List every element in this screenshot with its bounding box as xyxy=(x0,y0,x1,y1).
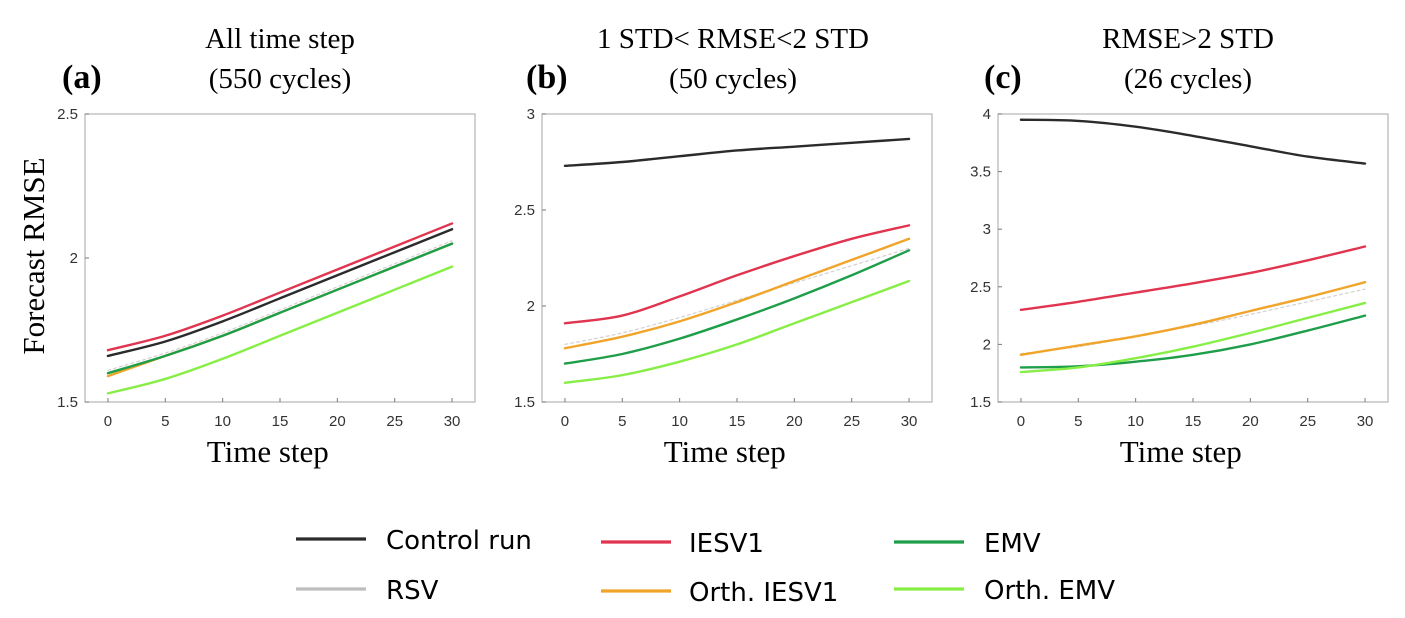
y-tick-label: 2 xyxy=(983,336,991,353)
series-line-control xyxy=(1019,118,1367,165)
y-tick-label: 3 xyxy=(983,221,991,238)
legend: Control run RSV IESV1 Orth. IESV1 EMV Or… xyxy=(296,526,1115,608)
x-axis-label: Time step xyxy=(664,434,786,469)
panel-b: 1 STD< RMSE<2 STD (50 cycles) (b) 0 5 10 15 20 2… xyxy=(514,23,933,469)
x-tick-label: 30 xyxy=(901,413,918,430)
series-line-orth-iesv1 xyxy=(1019,280,1367,356)
x-tick-label: 0 xyxy=(104,413,112,430)
y-tick-label: 1.5 xyxy=(970,394,991,411)
x-tick-label: 15 xyxy=(729,413,746,430)
legend-label-iesv1: IESV1 xyxy=(689,529,764,559)
x-tick-label: 20 xyxy=(1242,413,1259,430)
x-tick-label: 20 xyxy=(786,413,803,430)
x-tick-label: 30 xyxy=(1357,413,1374,430)
plot-frame xyxy=(997,113,1389,403)
plot-frame xyxy=(84,113,476,403)
y-tick-label: 4 xyxy=(983,106,991,123)
x-tick-label: 0 xyxy=(1017,413,1025,430)
x-tick-label: 10 xyxy=(214,413,231,430)
series-line-iesv1 xyxy=(563,224,911,325)
y-tick-label: 3 xyxy=(527,106,535,123)
y-tick-label: 1.5 xyxy=(57,394,78,411)
panel-title-line1: RMSE>2 STD xyxy=(1102,23,1274,55)
x-tick-label: 25 xyxy=(843,413,860,430)
series-line-iesv1 xyxy=(106,222,454,352)
x-tick-label: 10 xyxy=(1127,413,1144,430)
series-line-orth-emv xyxy=(106,265,454,395)
x-tick-label: 5 xyxy=(1074,413,1082,430)
x-tick-label: 0 xyxy=(561,413,569,430)
x-tick-label: 5 xyxy=(618,413,626,430)
series-line-orth-emv xyxy=(563,279,911,384)
x-tick-label: 25 xyxy=(386,413,403,430)
panel-letter: (a) xyxy=(62,59,102,96)
panel-letter: (b) xyxy=(526,59,568,96)
y-tick-label: 2.5 xyxy=(970,279,991,296)
panel-title-line2: (26 cycles) xyxy=(1124,63,1252,95)
series-line-rsv xyxy=(564,247,910,345)
panel-title-line2: (550 cycles) xyxy=(209,63,352,95)
y-tick-label: 2.5 xyxy=(57,106,78,123)
x-tick-label: 5 xyxy=(161,413,169,430)
y-tick-label: 1.5 xyxy=(514,394,535,411)
x-axis-label: Time step xyxy=(207,434,329,469)
series-line-orth-emv xyxy=(1019,301,1367,374)
panel-c: RMSE>2 STD (26 cycles) (c) 0 5 10 15 20 25 30 1.5 2… xyxy=(970,23,1389,469)
panel-letter: (c) xyxy=(984,59,1022,96)
x-tick-label: 15 xyxy=(1185,413,1202,430)
y-tick-label: 2 xyxy=(70,250,78,267)
legend-label-rsv: RSV xyxy=(386,576,439,606)
series-line-control xyxy=(106,228,454,358)
panel-title-line2: (50 cycles) xyxy=(669,63,797,95)
x-tick-label: 30 xyxy=(444,413,461,430)
legend-label-emv: EMV xyxy=(984,529,1041,559)
series-line-iesv1 xyxy=(1019,245,1367,312)
x-tick-label: 10 xyxy=(671,413,688,430)
series-line-emv xyxy=(106,242,454,375)
series-line-rsv xyxy=(107,240,453,371)
y-tick-label: 2.5 xyxy=(514,202,535,219)
y-tick-label: 2 xyxy=(527,298,535,315)
series-line-control xyxy=(563,137,911,168)
panel-a: All time step (550 cycles) (a) 0 5 10 15 20 25 30… xyxy=(57,23,476,469)
x-axis-label: Time step xyxy=(1120,434,1242,469)
legend-label-orth-emv: Orth. EMV xyxy=(984,576,1115,606)
legend-label-control: Control run xyxy=(386,526,532,556)
y-tick-label: 3.5 xyxy=(970,164,991,181)
x-tick-label: 20 xyxy=(329,413,346,430)
legend-label-orth-iesv1: Orth. IESV1 xyxy=(689,578,838,608)
y-axis-label: Forecast RMSE xyxy=(16,157,51,354)
panel-title-line1: All time step xyxy=(205,23,355,55)
series-line-orth-iesv1 xyxy=(563,237,911,350)
x-tick-label: 15 xyxy=(272,413,289,430)
series-line-emv xyxy=(563,249,911,365)
panel-title-line1: 1 STD< RMSE<2 STD xyxy=(597,23,869,55)
x-tick-label: 25 xyxy=(1299,413,1316,430)
